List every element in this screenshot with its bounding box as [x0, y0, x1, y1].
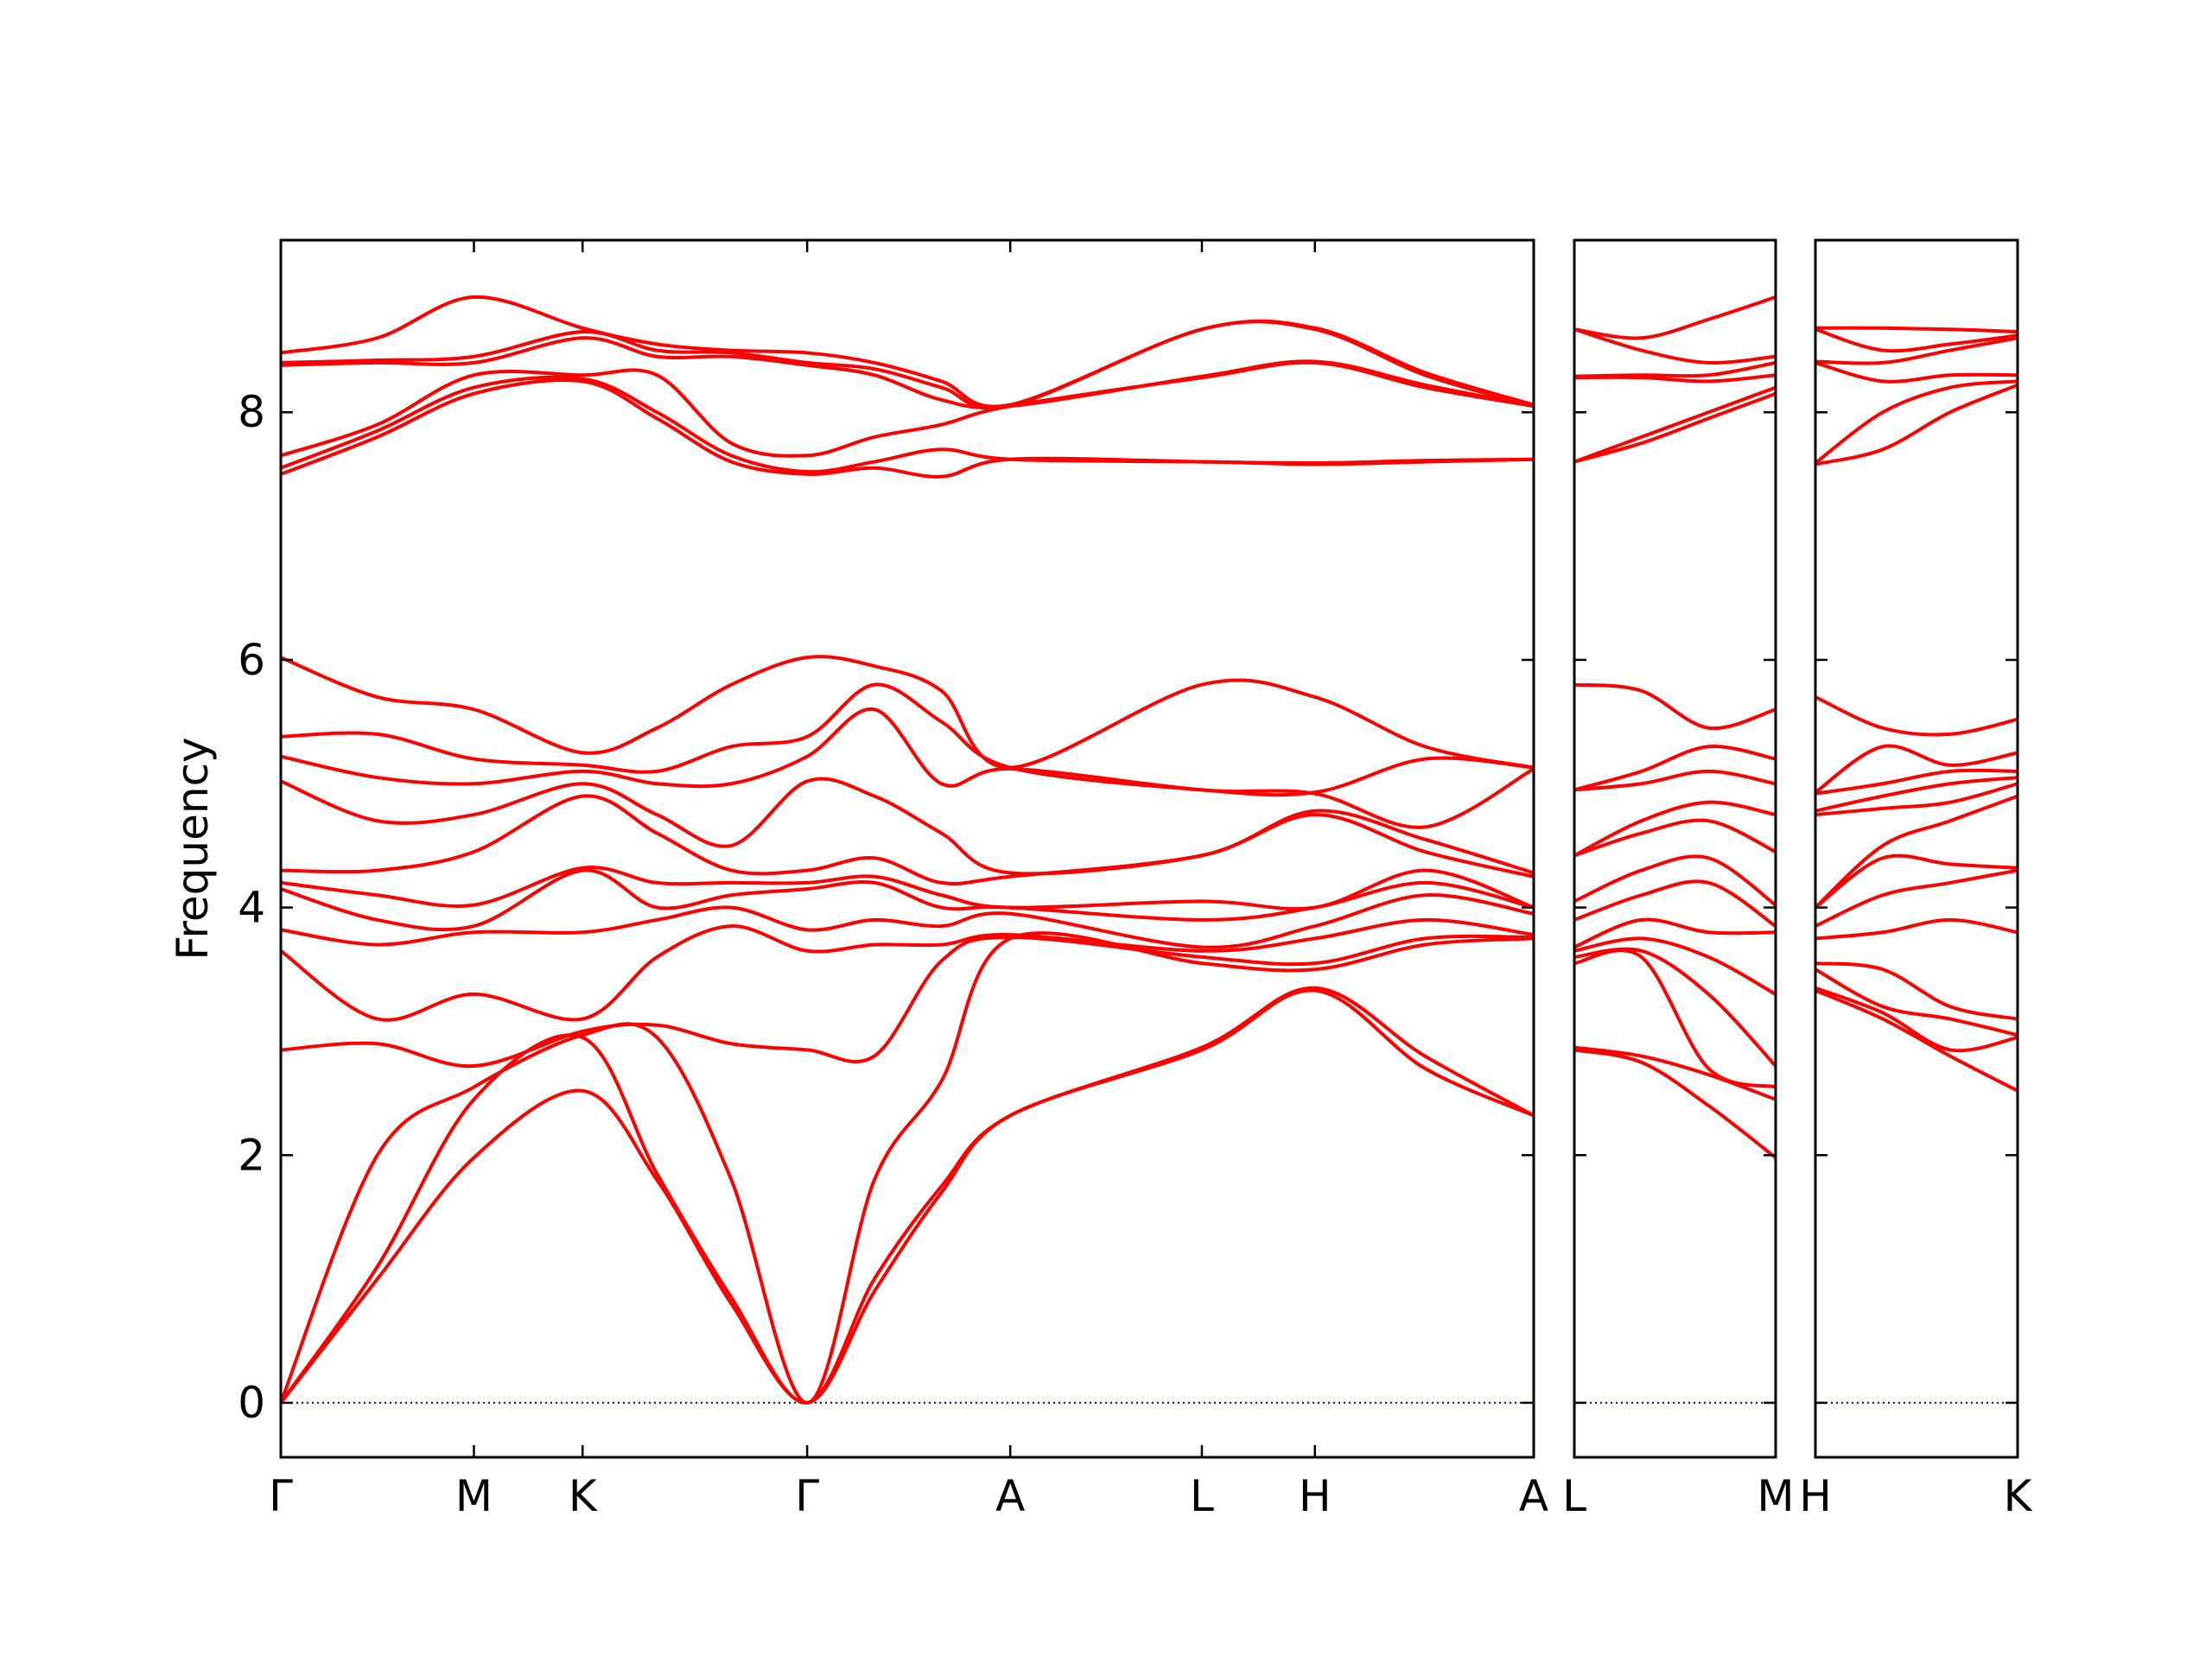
band-line [1574, 879, 1776, 928]
band-line [1815, 967, 2018, 1037]
x-tick-label: K [569, 1471, 598, 1521]
band-line [281, 682, 1534, 797]
x-tick-label: Γ [795, 1471, 819, 1521]
band-line [281, 917, 1534, 1022]
band-line [1815, 383, 2018, 466]
band-line [1574, 769, 1776, 792]
band-line [281, 375, 1534, 474]
x-tick-label: A [1519, 1471, 1548, 1521]
band-line [1574, 327, 1776, 365]
x-tick-label: M [1757, 1471, 1794, 1521]
plot-frame [1814, 238, 2019, 1459]
band-line [1815, 360, 2018, 384]
x-tick-label: H [1799, 1471, 1832, 1521]
band-line [281, 866, 1534, 911]
band-line [1815, 326, 2018, 334]
y-tick-label: 8 [238, 387, 265, 437]
band-line [1574, 948, 1776, 1089]
band-line [1574, 1045, 1776, 1101]
band-line [1815, 768, 2018, 796]
band-line [1815, 744, 2018, 794]
band-line [1815, 379, 2018, 465]
y-tick-label: 0 [238, 1378, 265, 1428]
band-line [1815, 776, 2018, 813]
band-line [1574, 385, 1776, 464]
band-line [1815, 868, 2018, 928]
band-line [1574, 1048, 1776, 1159]
band-line [281, 988, 1534, 1405]
x-tick-label: H [1299, 1471, 1332, 1521]
band-line [1574, 936, 1776, 996]
band-line [1815, 853, 2018, 910]
band-line [1574, 295, 1776, 340]
band-line [1574, 800, 1776, 858]
band-line [1815, 986, 2018, 1053]
band-line [1815, 327, 2018, 353]
plot-frame [1573, 238, 1777, 1459]
band-line [281, 934, 1534, 1069]
y-tick-label: 4 [238, 883, 265, 933]
band-line [281, 295, 1534, 409]
bands [1815, 326, 2018, 1093]
x-tick-label: K [2004, 1471, 2033, 1521]
x-tick-label: A [995, 1471, 1025, 1521]
band-line [1815, 336, 2018, 365]
band-line [1574, 391, 1776, 464]
x-tick-label: Γ [269, 1471, 293, 1521]
band-line [1815, 961, 2018, 1021]
x-tick-label: L [1190, 1471, 1214, 1521]
band-line [281, 931, 1534, 1405]
band-line [1574, 917, 1776, 949]
band-line [281, 794, 1534, 886]
band-line [1574, 947, 1776, 1068]
y-tick-label: 2 [238, 1130, 265, 1180]
band-line [1574, 854, 1776, 907]
plot-frame [279, 238, 1535, 1459]
band-line [1815, 794, 2018, 910]
panel: 0 2 4 6 8 Γ M K Γ A L H A Frequency [168, 238, 1548, 1521]
x-tick-label: M [455, 1471, 493, 1521]
x-tick-label: L [1562, 1471, 1586, 1521]
band-line [1815, 917, 2018, 941]
bands [281, 295, 1534, 1405]
band-line [281, 986, 1534, 1405]
band-line [1815, 695, 2018, 737]
band-line [281, 777, 1534, 876]
band-line [1574, 682, 1776, 731]
band-line [281, 336, 1534, 409]
band-line [1574, 818, 1776, 858]
band-line [281, 655, 1534, 770]
bands [1574, 295, 1776, 1159]
band-line [1574, 745, 1776, 792]
y-tick-label: 6 [238, 635, 265, 685]
band-line [281, 893, 1534, 949]
band-line [1574, 360, 1776, 378]
band-line [1815, 988, 2018, 1093]
band-line [1815, 782, 2018, 817]
y-axis-label: Frequency [168, 737, 218, 960]
band-line [281, 707, 1534, 829]
